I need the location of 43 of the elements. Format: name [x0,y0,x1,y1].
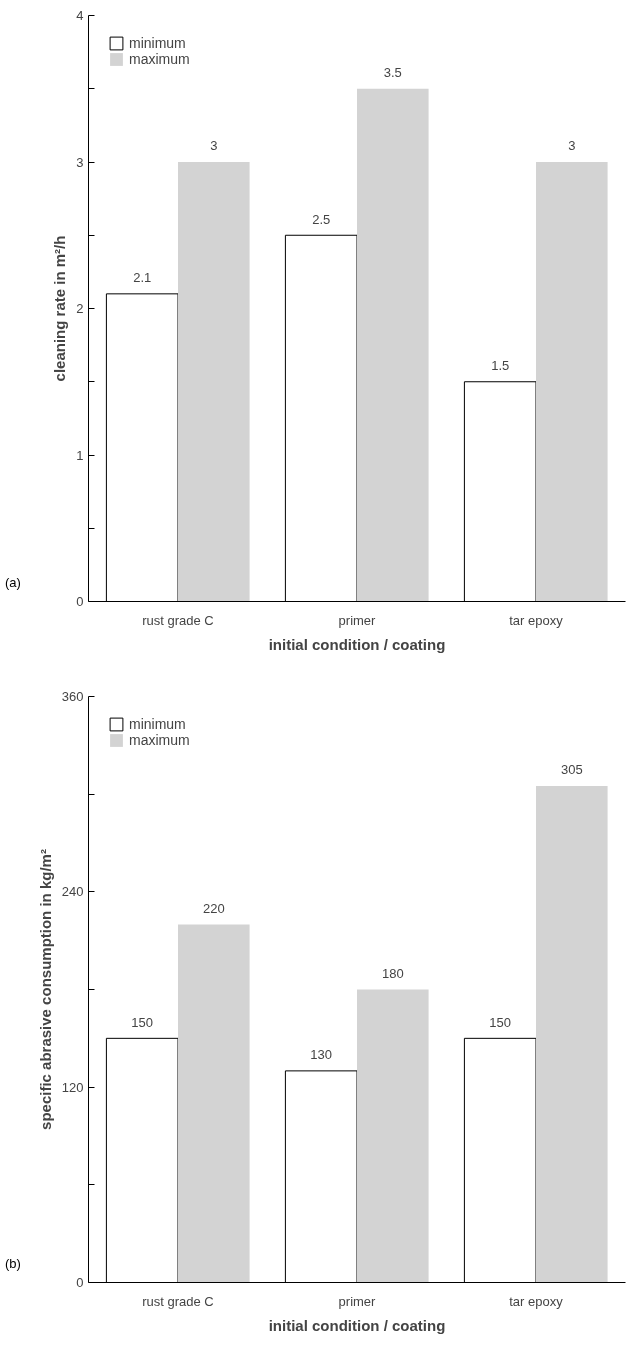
bar [357,88,429,602]
data-label: 2.1 [133,270,152,286]
y-tick-label: 2 [76,301,84,316]
x-axis-title: initial condition / coating [268,1316,446,1334]
x-tick-label: primer [338,1293,377,1309]
y-tick-label: 360 [61,689,84,704]
x-tick-label: primer [338,612,377,628]
data-label: 130 [310,1047,333,1063]
text: (b) [5,1255,21,1273]
x-tick-label: rust grade C [142,1293,214,1309]
legend-label: maximum [129,732,190,748]
data-label: 220 [202,900,225,916]
bar [178,162,250,602]
legend-label: minimum [129,35,186,51]
y-tick-label: 0 [76,594,84,609]
y-tick-label: 240 [61,884,84,900]
y-tick-label: 1 [76,447,84,463]
data-label: 3 [210,138,218,154]
legend-label: minimum [129,716,186,732]
legend-label: maximum [129,51,190,67]
x-axis-title: initial condition / coating [268,635,446,653]
y-tick-label: 0 [76,1275,84,1290]
data-label: 3.5 [383,65,402,81]
bar [536,786,608,1283]
y-axis-title: cleaning rate in m²/h [51,235,69,382]
y-axis-title: specific abrasive consumption in kg/m² [36,849,54,1130]
text: (a) [5,574,21,592]
data-label: 3 [568,138,576,154]
data-label: 150 [131,1014,154,1030]
data-label: 150 [489,1014,512,1030]
bar [178,924,250,1283]
y-tick-label: 3 [76,154,84,170]
x-tick-label: tar epoxy [509,612,564,628]
x-tick-label: tar epoxy [509,1293,564,1309]
x-tick-label: rust grade C [142,612,214,628]
data-label: 1.5 [491,358,510,374]
bar [536,162,608,602]
data-label: 2.5 [312,211,331,227]
data-label: 180 [381,965,404,981]
y-tick-label: 4 [76,8,84,23]
bar [357,989,429,1283]
data-label: 305 [560,762,583,778]
y-tick-label: 120 [61,1079,84,1095]
